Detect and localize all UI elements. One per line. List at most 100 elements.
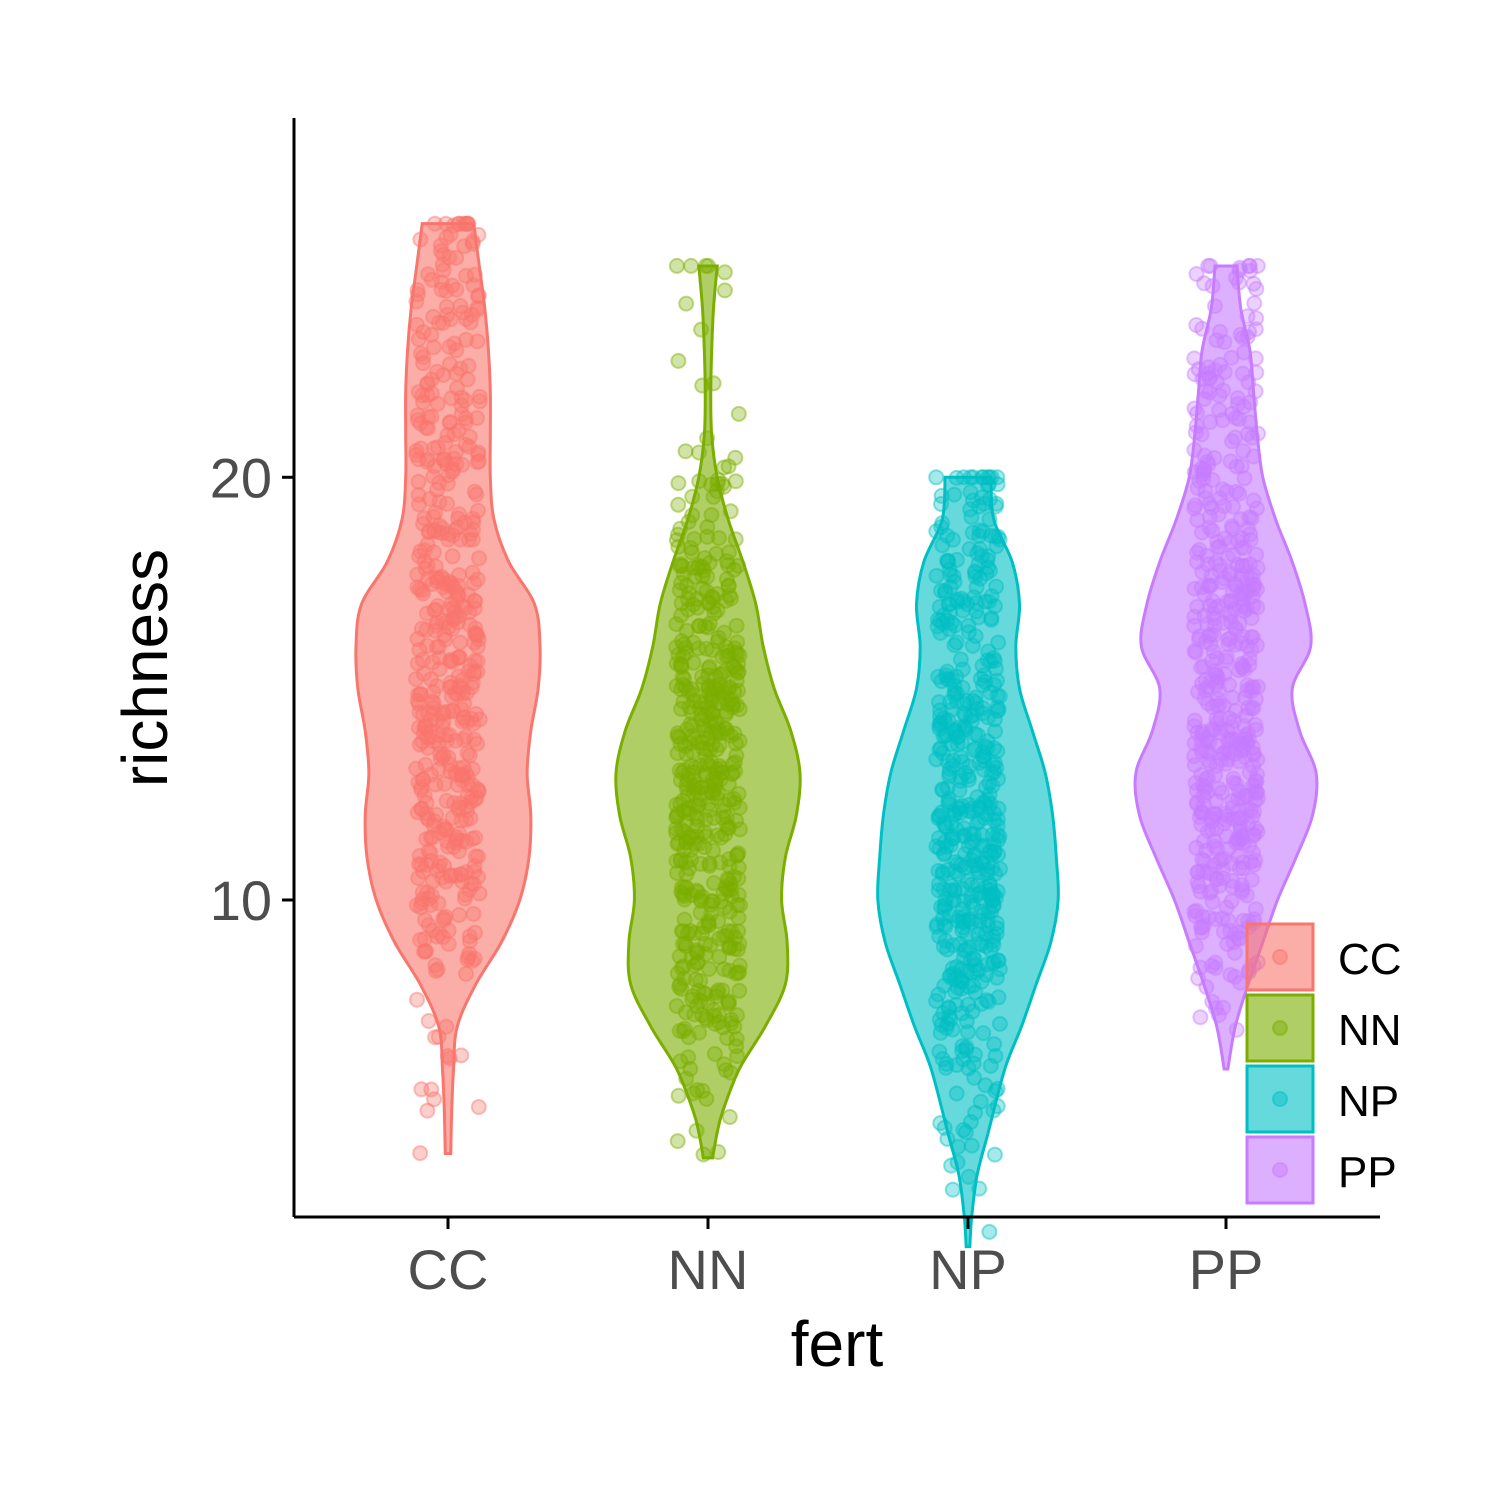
data-point-pp	[1243, 871, 1260, 888]
data-point-pp	[1231, 485, 1248, 502]
data-point-cc	[453, 397, 470, 414]
data-point-cc	[451, 506, 467, 523]
data-point-np	[981, 491, 998, 508]
data-point-nn	[723, 1011, 740, 1028]
data-point-np	[940, 999, 957, 1016]
data-point-cc	[423, 576, 440, 593]
data-point-nn	[678, 622, 695, 639]
data-point-np	[928, 918, 945, 935]
data-point-nn	[701, 857, 718, 874]
data-point-nn	[729, 645, 746, 662]
data-point-nn	[727, 763, 744, 780]
data-point-cc	[417, 756, 434, 773]
data-point-cc	[429, 395, 446, 412]
data-point-pp	[1206, 838, 1223, 855]
data-point-np	[932, 714, 949, 731]
data-point-pp	[1193, 739, 1210, 756]
data-point-nn	[719, 724, 736, 741]
data-point-nn	[689, 811, 706, 828]
data-point-pp	[1195, 658, 1212, 675]
data-point-cc	[471, 453, 487, 470]
data-point-nn	[678, 746, 695, 763]
data-point-np	[932, 1024, 949, 1041]
data-point-np	[966, 725, 983, 742]
data-point-cc	[470, 783, 487, 800]
data-point-nn	[700, 667, 717, 684]
data-point-np	[964, 803, 981, 820]
data-point-np	[980, 593, 997, 610]
data-point-np	[937, 918, 954, 935]
data-point-pp	[1224, 583, 1241, 600]
data-point-cc	[410, 473, 427, 490]
data-point-pp	[1195, 464, 1211, 481]
data-point-cc	[411, 641, 428, 658]
data-point-cc	[425, 544, 442, 561]
data-point-np	[976, 748, 993, 765]
data-point-np	[968, 595, 985, 611]
data-point-np	[943, 1157, 960, 1174]
data-point-nn	[682, 1060, 699, 1077]
data-point-cc	[412, 1145, 429, 1162]
data-point-cc	[419, 1102, 436, 1119]
data-point-cc	[460, 357, 477, 374]
data-point-nn	[724, 756, 741, 772]
data-point-nn	[690, 954, 707, 971]
data-point-pp	[1202, 414, 1219, 430]
data-point-nn	[701, 961, 718, 977]
data-point-np	[991, 961, 1008, 978]
data-point-cc	[445, 217, 462, 234]
data-point-pp	[1208, 374, 1225, 390]
data-point-nn	[715, 684, 732, 701]
data-point-nn	[729, 941, 746, 958]
data-point-nn	[715, 928, 732, 945]
data-point-pp	[1191, 628, 1208, 645]
data-point-pp	[1219, 807, 1236, 824]
data-point-pp	[1218, 483, 1235, 500]
data-point-nn	[719, 553, 735, 570]
data-point-np	[977, 1077, 994, 1094]
data-point-pp	[1194, 908, 1211, 925]
data-point-np	[962, 501, 979, 518]
data-point-pp	[1206, 617, 1223, 634]
data-point-cc	[455, 304, 471, 321]
data-point-pp	[1204, 593, 1221, 609]
data-point-np	[940, 790, 957, 807]
x-tick-label-nn: NN	[668, 1238, 749, 1301]
data-point-np	[976, 795, 993, 811]
data-point-cc	[422, 712, 439, 728]
data-point-nn	[684, 488, 701, 505]
data-point-cc	[424, 829, 441, 846]
data-point-cc	[425, 705, 442, 722]
data-point-np	[955, 705, 972, 722]
data-point-pp	[1215, 614, 1232, 631]
data-point-cc	[430, 727, 447, 744]
data-point-nn	[705, 488, 722, 505]
data-point-cc	[415, 706, 431, 723]
data-point-cc	[435, 713, 452, 730]
data-point-nn	[704, 686, 721, 703]
data-point-pp	[1234, 790, 1251, 807]
data-point-np	[947, 806, 964, 823]
data-point-cc	[413, 345, 429, 362]
data-point-np	[990, 832, 1007, 849]
data-point-nn	[708, 723, 725, 740]
data-point-cc	[418, 419, 435, 436]
data-point-nn	[687, 971, 704, 988]
data-point-pp	[1230, 831, 1247, 848]
data-point-np	[937, 833, 954, 850]
data-point-np	[941, 765, 958, 781]
data-point-pp	[1189, 598, 1206, 615]
data-point-np	[973, 904, 990, 920]
data-point-nn	[695, 717, 712, 734]
data-point-nn	[716, 689, 733, 706]
data-point-pp	[1201, 733, 1218, 750]
data-point-pp	[1201, 597, 1218, 614]
data-point-cc	[424, 693, 441, 710]
data-point-cc	[425, 468, 442, 485]
data-point-nn	[716, 478, 732, 495]
data-point-pp	[1196, 781, 1213, 798]
data-point-pp	[1230, 834, 1247, 851]
data-point-nn	[684, 991, 701, 1008]
data-point-nn	[722, 939, 739, 956]
data-point-np	[949, 958, 965, 975]
